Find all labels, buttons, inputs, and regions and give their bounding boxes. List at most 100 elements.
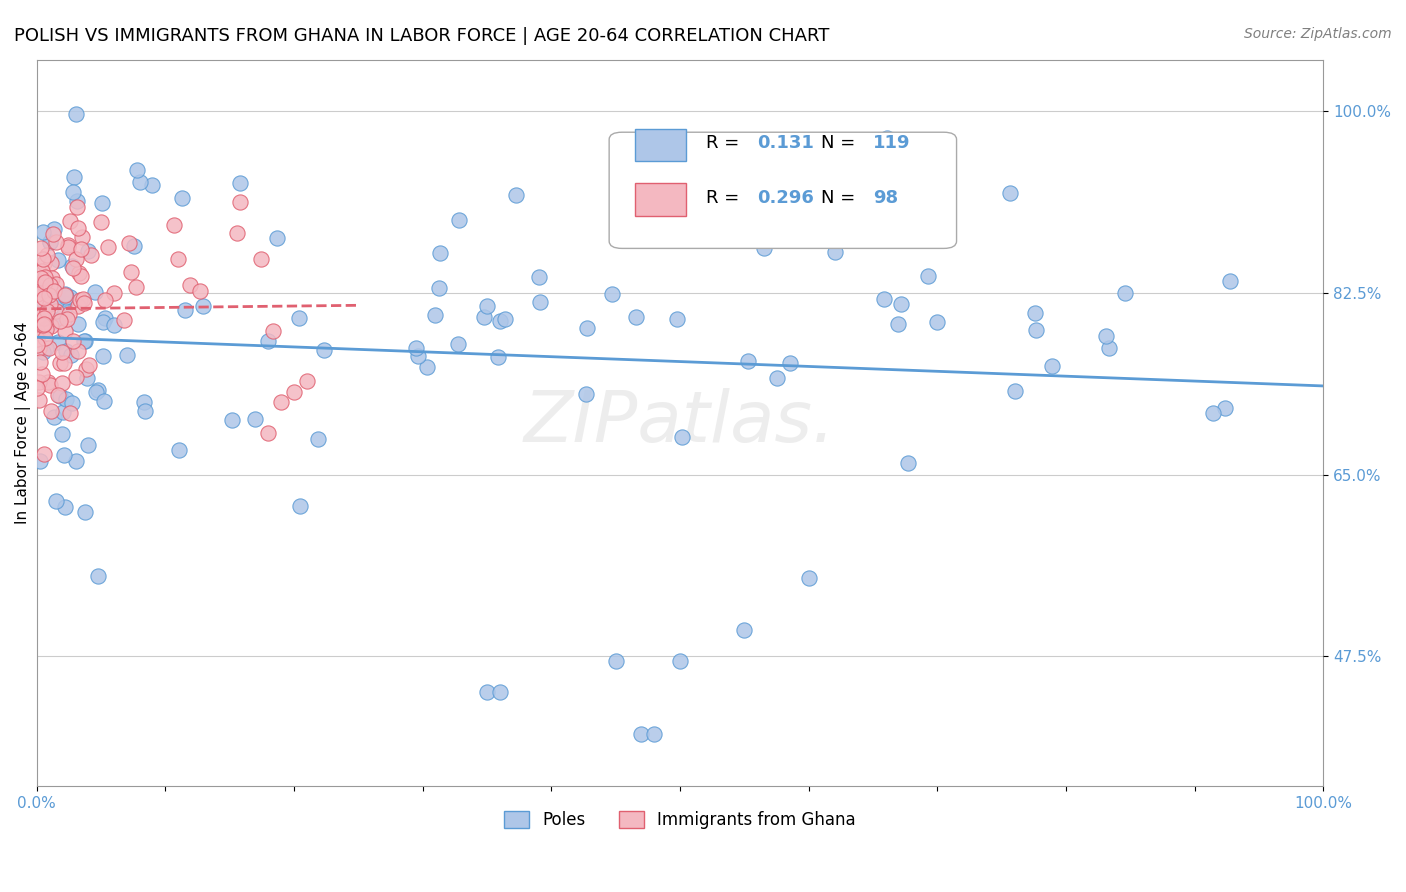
Poles — [141, 178, 163, 192]
Poles — [84, 384, 107, 399]
Poles — [75, 505, 97, 519]
Immigrants from Ghana — [167, 252, 190, 266]
Poles — [486, 350, 509, 364]
Immigrants from Ghana — [66, 299, 89, 313]
Poles — [405, 341, 427, 355]
Immigrants from Ghana — [250, 252, 273, 266]
Immigrants from Ghana — [53, 288, 76, 302]
Poles — [59, 290, 82, 304]
Text: N =: N = — [821, 134, 862, 153]
Immigrants from Ghana — [34, 331, 56, 345]
Immigrants from Ghana — [27, 381, 49, 395]
Poles — [797, 571, 820, 585]
Immigrants from Ghana — [69, 293, 91, 307]
Immigrants from Ghana — [49, 314, 72, 328]
Poles — [51, 427, 73, 442]
Poles — [447, 337, 470, 351]
Poles — [87, 383, 110, 397]
Poles — [1219, 274, 1241, 288]
Poles — [91, 195, 114, 210]
Poles — [45, 313, 67, 327]
Poles — [129, 175, 152, 189]
Poles — [600, 287, 623, 301]
Poles — [53, 448, 76, 462]
Poles — [75, 334, 97, 348]
Poles — [472, 310, 495, 324]
Immigrants from Ghana — [55, 312, 77, 326]
Immigrants from Ghana — [94, 293, 117, 308]
Immigrants from Ghana — [229, 194, 252, 209]
Immigrants from Ghana — [32, 317, 55, 331]
Immigrants from Ghana — [67, 221, 90, 235]
Immigrants from Ghana — [45, 235, 67, 249]
Immigrants from Ghana — [96, 239, 118, 253]
Poles — [475, 685, 498, 699]
Bar — [636, 183, 686, 216]
Immigrants from Ghana — [66, 200, 89, 214]
Text: 0.131: 0.131 — [756, 134, 814, 153]
Poles — [876, 131, 898, 145]
Text: 98: 98 — [873, 188, 898, 207]
Immigrants from Ghana — [51, 376, 73, 390]
Immigrants from Ghana — [42, 227, 65, 241]
Poles — [287, 310, 309, 325]
Poles — [86, 568, 108, 582]
Immigrants from Ghana — [58, 238, 80, 252]
Immigrants from Ghana — [179, 278, 201, 293]
Poles — [122, 239, 145, 253]
Poles — [103, 318, 125, 332]
Poles — [221, 413, 243, 427]
Poles — [66, 317, 89, 331]
Poles — [91, 315, 114, 329]
Immigrants from Ghana — [39, 297, 62, 311]
Immigrants from Ghana — [25, 312, 48, 326]
Immigrants from Ghana — [163, 218, 186, 232]
Immigrants from Ghana — [28, 393, 51, 408]
Poles — [28, 454, 51, 468]
Poles — [266, 231, 288, 245]
Immigrants from Ghana — [58, 307, 80, 321]
Poles — [53, 307, 76, 321]
Immigrants from Ghana — [39, 318, 62, 333]
Immigrants from Ghana — [32, 277, 55, 291]
Immigrants from Ghana — [27, 295, 49, 310]
Poles — [529, 270, 551, 285]
Poles — [42, 409, 65, 424]
Poles — [887, 318, 910, 332]
Immigrants from Ghana — [62, 334, 84, 348]
Poles — [38, 235, 60, 250]
Poles — [174, 302, 197, 317]
Poles — [191, 299, 214, 313]
Immigrants from Ghana — [77, 358, 100, 372]
Poles — [62, 186, 84, 200]
Immigrants from Ghana — [30, 241, 52, 255]
Poles — [134, 403, 156, 417]
Poles — [76, 371, 98, 385]
Poles — [55, 392, 77, 407]
Immigrants from Ghana — [80, 248, 103, 262]
Poles — [575, 386, 598, 401]
Immigrants from Ghana — [125, 279, 148, 293]
Immigrants from Ghana — [69, 242, 91, 256]
Poles — [55, 290, 77, 304]
Poles — [31, 293, 53, 307]
Poles — [59, 348, 82, 362]
Immigrants from Ghana — [72, 230, 94, 244]
FancyBboxPatch shape — [609, 132, 956, 248]
Immigrants from Ghana — [120, 265, 142, 279]
Immigrants from Ghana — [32, 287, 55, 301]
Immigrants from Ghana — [38, 288, 60, 302]
Poles — [55, 343, 77, 358]
Immigrants from Ghana — [25, 310, 48, 325]
Immigrants from Ghana — [46, 388, 69, 402]
Poles — [35, 341, 58, 355]
Immigrants from Ghana — [118, 235, 141, 250]
Poles — [752, 241, 775, 255]
Poles — [35, 283, 58, 297]
Poles — [488, 685, 510, 699]
Immigrants from Ghana — [32, 447, 55, 461]
Poles — [73, 334, 96, 348]
Poles — [897, 456, 920, 470]
Poles — [66, 194, 89, 209]
Immigrants from Ghana — [27, 376, 49, 390]
